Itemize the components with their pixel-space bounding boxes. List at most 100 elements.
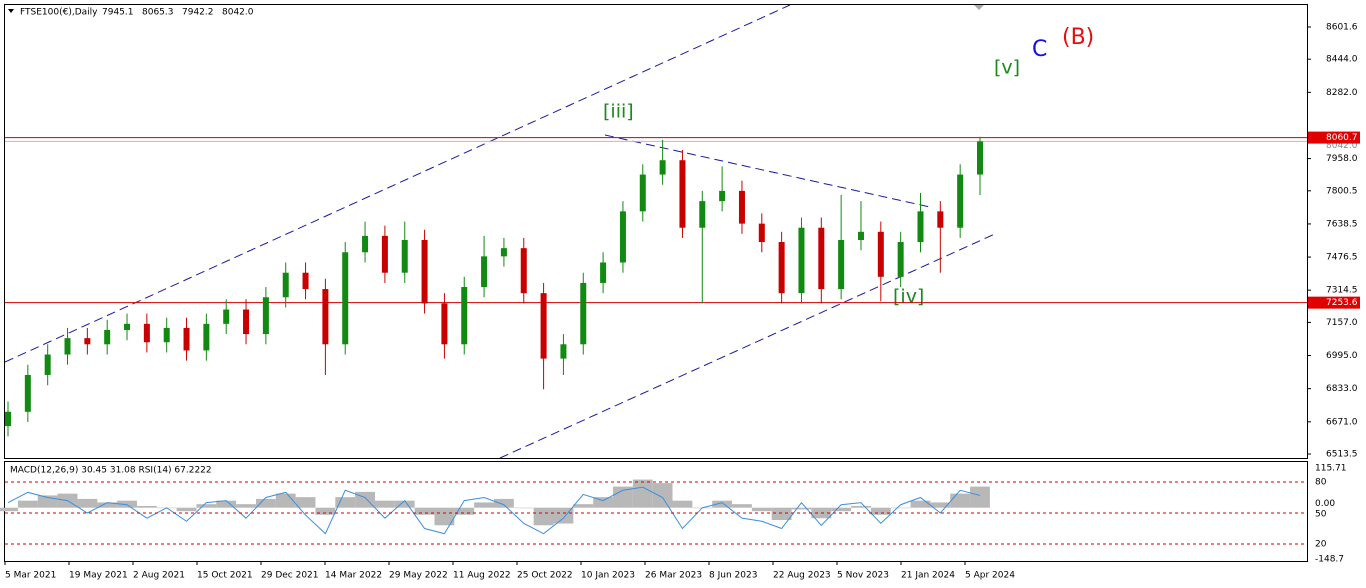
macd-bar [870, 507, 891, 515]
macd-bar [732, 504, 752, 508]
y-tick-label: 7958.0 [1326, 154, 1358, 164]
candle-body [520, 248, 527, 294]
macd-bar [117, 500, 137, 508]
candle-body [758, 223, 765, 243]
macd-bar [335, 497, 356, 508]
macd-tick-label: -148.7 [1315, 555, 1344, 565]
candle-body [659, 160, 666, 175]
y-tick-label: 6513.5 [1326, 450, 1358, 460]
macd-tick-label: 0.00 [1315, 499, 1335, 509]
price-box [1308, 131, 1360, 144]
macd-bar [910, 500, 931, 508]
wave-label: [v] [994, 57, 1020, 79]
candle-body [421, 239, 428, 304]
x-tick-label: 22 Aug 2023 [773, 571, 831, 581]
macd-bar [374, 500, 395, 508]
candle-body [64, 338, 71, 355]
candle-body [302, 272, 309, 290]
wave-label: (B) [1062, 25, 1094, 50]
macd-bar [593, 497, 614, 508]
ohlc-value: 8042.0 [222, 8, 254, 18]
triangle-line [604, 134, 931, 208]
macd-bar [434, 507, 455, 526]
candle-body [322, 289, 329, 345]
candle-body [977, 141, 983, 175]
menu-icon[interactable] [8, 9, 14, 13]
candle-body [362, 235, 369, 253]
x-tick-label: 10 Jan 2023 [581, 571, 635, 581]
y-tick-label: 7157.0 [1326, 318, 1358, 328]
candle-body [699, 201, 706, 228]
macd-bar [97, 502, 118, 508]
candle-body [857, 231, 864, 240]
macd-bar [573, 504, 594, 508]
candle-body [203, 323, 210, 351]
macd-bar [236, 504, 256, 508]
x-tick-label: 21 Jan 2024 [901, 571, 955, 581]
candle-body [282, 272, 289, 298]
macd-bar [454, 507, 475, 515]
chart-title: FTSE100(€),Daily [20, 8, 98, 18]
candle-body [917, 211, 924, 243]
x-tick-label: 5 Nov 2023 [837, 571, 889, 581]
rsi-tick-label: 50 [1315, 510, 1327, 520]
last-price-label: 8042.0 [1326, 141, 1358, 151]
macd-bar [851, 505, 871, 508]
candle-body [580, 282, 587, 345]
price-box-label: 7253.6 [1326, 298, 1358, 308]
macd-bar [196, 504, 217, 508]
macd-bar [970, 486, 990, 508]
y-tick-label: 8444.0 [1326, 55, 1358, 65]
macd-bar [0, 507, 18, 512]
candle-body [481, 256, 488, 288]
macd-bar [474, 502, 494, 508]
macd-bar [513, 507, 534, 509]
x-tick-label: 5 Apr 2024 [965, 571, 1015, 581]
indicator-title: MACD(12,26,9) 30.45 31.08 RSI(14) 67.222… [10, 466, 212, 476]
y-tick-label: 7314.5 [1326, 286, 1358, 296]
rsi-line [7, 486, 981, 535]
macd-tick-label: 115.71 [1315, 464, 1347, 474]
price-box-label: 8060.7 [1326, 133, 1358, 143]
x-tick-label: 8 Jun 2023 [709, 571, 757, 581]
wave-label: [iv] [893, 286, 924, 308]
channel-lower [499, 232, 998, 459]
macd-bar [712, 500, 733, 508]
x-tick-label: 19 May 2021 [69, 571, 128, 581]
macd-bar [831, 507, 852, 512]
candle-body [778, 242, 785, 294]
macd-bar [77, 498, 98, 508]
candle-body [143, 323, 150, 343]
candle-body [798, 227, 805, 294]
candle-body [600, 262, 607, 283]
wave-label: [iii] [603, 101, 634, 123]
macd-bar [394, 500, 415, 508]
candle-body [818, 227, 825, 290]
macd-bar [751, 507, 772, 512]
y-tick-label: 6833.0 [1326, 384, 1358, 394]
macd-bar [176, 507, 197, 512]
candle-body [738, 190, 745, 224]
x-tick-label: 14 Mar 2022 [325, 571, 382, 581]
candle-body [679, 160, 686, 228]
x-tick-label: 11 Aug 2022 [453, 571, 511, 581]
ohlc-value: 8065.3 [142, 8, 174, 18]
wave-label: C [1032, 37, 1047, 62]
y-tick-label: 8282.0 [1326, 88, 1358, 98]
candle-body [500, 248, 507, 257]
candle-body [84, 338, 91, 345]
y-tick-label: 7638.5 [1326, 219, 1358, 229]
x-tick-label: 26 Mar 2023 [645, 571, 702, 581]
macd-bar [275, 493, 296, 508]
rsi-tick-label: 20 [1315, 540, 1327, 550]
macd-bar [930, 502, 951, 508]
x-tick-label: 29 Dec 2021 [261, 571, 319, 581]
shift-marker [974, 5, 984, 10]
candle-body [838, 239, 845, 290]
candle-body [223, 309, 230, 324]
candle-body [163, 327, 170, 343]
macd-bar [791, 507, 812, 510]
macd-bar [533, 507, 554, 526]
macd-bar [136, 505, 157, 508]
